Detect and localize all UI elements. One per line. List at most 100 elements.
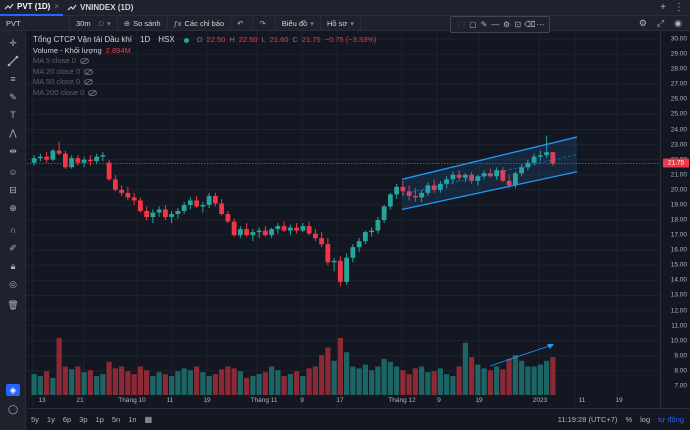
tab-pvt[interactable]: PVT (1D) × — [0, 0, 64, 16]
range-1p[interactable]: 1p — [95, 415, 104, 424]
range-5n[interactable]: 5n — [111, 415, 121, 424]
price-axis[interactable]: 30.00 29.00 28.00 27.00 26.00 25.00 24.00 23.00… — [660, 31, 690, 408]
ma-label: MA 20 close 0 — [33, 66, 81, 76]
template-icon[interactable]: ▢ — [469, 20, 477, 29]
redo-icon: ↷ — [259, 18, 266, 28]
trash-icon[interactable]: ⌫ — [524, 20, 536, 29]
volume-bar — [487, 370, 493, 395]
indicators-button[interactable]: ƒx Các chỉ báo — [168, 15, 232, 31]
volume-bar — [406, 374, 412, 395]
channel-lower-line — [401, 171, 578, 211]
volume-bar — [387, 361, 393, 395]
compare-button[interactable]: ⊕ So sánh — [118, 15, 168, 31]
pencil-lock-icon[interactable]: ✐ — [9, 242, 17, 253]
favorites-icon[interactable]: ◈ — [6, 384, 20, 396]
range-1n[interactable]: 1n — [128, 415, 137, 424]
chart-area[interactable] — [27, 31, 660, 408]
legend-title: Tổng CTCP Vận tải Dầu khí — [33, 35, 133, 44]
volume-bar — [131, 374, 137, 395]
close-icon[interactable]: × — [54, 2, 60, 11]
lock-icon[interactable]: ⊡ — [514, 20, 522, 29]
pattern-icon[interactable]: ⋀ — [9, 127, 17, 138]
zoom-icon[interactable]: ⊕ — [9, 202, 17, 213]
ma-row[interactable]: MA 200 close 0 — [33, 88, 376, 99]
ma-row[interactable]: MA 20 close 0 — [33, 67, 376, 78]
eye-slash-icon[interactable] — [80, 58, 89, 65]
magnet-icon[interactable]: ∩ — [9, 225, 17, 235]
more-icon[interactable]: ⋯ — [536, 20, 545, 29]
candle — [275, 226, 281, 230]
price-chart[interactable] — [27, 31, 660, 408]
log-toggle[interactable]: log — [640, 415, 651, 424]
legend-h-label: H — [229, 35, 235, 44]
eye-slash-icon[interactable] — [88, 89, 98, 96]
gear-icon[interactable]: ⚙ — [638, 17, 647, 28]
measure-icon[interactable]: ⇹ — [9, 145, 17, 156]
lock-icon[interactable]: 🔒︎ — [10, 260, 16, 271]
volume-bar — [512, 355, 518, 395]
candle — [175, 210, 181, 215]
range-6p[interactable]: 6p — [62, 415, 72, 424]
ma-row[interactable]: MA 50 close 0 — [33, 77, 376, 88]
eye-icon[interactable]: ◎ — [9, 278, 17, 289]
range-5y[interactable]: 5y — [31, 415, 39, 424]
interval-selector[interactable]: 30m D ▾ — [70, 15, 118, 31]
fullscreen-icon[interactable]: ⤢ — [656, 17, 665, 28]
trendline-icon[interactable] — [6, 55, 20, 67]
volume-bar — [187, 370, 193, 395]
symbol-search[interactable]: PVT — [0, 15, 70, 31]
volume-bar — [262, 372, 268, 395]
brush-icon[interactable]: ✎ — [9, 91, 17, 102]
add-tab-icon[interactable]: + — [660, 2, 666, 13]
auto-toggle[interactable]: tự động — [658, 415, 684, 424]
ruler-icon[interactable]: ⊟ — [9, 184, 17, 195]
time-tick: 19 — [203, 397, 211, 404]
clock-label[interactable]: 11:19:28 (UTC+7) — [557, 415, 618, 424]
profile-button[interactable]: Hồ sơ ▾ — [321, 15, 362, 31]
candle — [31, 158, 37, 163]
range-3p[interactable]: 3p — [79, 415, 88, 424]
ma-row[interactable]: MA 5 close 0 — [33, 56, 376, 67]
drawing-floating-toolbar[interactable]: ⋮⋮ ▢ ✎ — ⚙ ⊡ ⌫ ⋯ — [450, 16, 550, 33]
tab-vnindex[interactable]: VNINDEX (1D) — [63, 0, 137, 16]
volume-bar — [431, 371, 437, 395]
volume-bar — [250, 376, 256, 395]
camera-icon[interactable]: ◉ — [674, 17, 682, 28]
legend-close: 21.75 — [301, 35, 321, 44]
candle — [250, 232, 256, 236]
calendar-icon[interactable]: ▦ — [144, 415, 153, 424]
drag-handle-icon[interactable]: ⋮⋮ — [454, 21, 468, 29]
price-tick: 25.00 — [670, 110, 687, 118]
volume-bar — [481, 368, 487, 395]
volume-label: Volume - Khối lượng — [33, 45, 102, 55]
candle — [337, 260, 343, 282]
candle — [312, 233, 318, 239]
volume-bar — [225, 366, 231, 395]
compare-label: So sánh — [133, 18, 161, 28]
candle — [356, 241, 362, 248]
menu-icon[interactable]: ⋮ — [674, 2, 684, 13]
candle — [100, 155, 106, 157]
line-width-icon[interactable]: — — [491, 20, 500, 29]
eye-slash-icon[interactable] — [84, 68, 94, 75]
undo-button[interactable]: ↶ — [231, 15, 254, 31]
interval-d-label[interactable]: D — [98, 18, 105, 28]
range-1y[interactable]: 1y — [46, 415, 55, 424]
gear-icon[interactable]: ⚙ — [503, 20, 511, 29]
eye-slash-icon[interactable] — [84, 79, 94, 86]
trash-icon[interactable]: 🗑︎ — [7, 299, 19, 310]
percent-toggle[interactable]: % — [625, 415, 633, 424]
chart-type-button[interactable]: Biểu đồ ▾ — [276, 15, 321, 31]
volume-bar — [381, 358, 387, 395]
candle — [287, 227, 293, 231]
text-icon[interactable]: T — [10, 110, 16, 120]
settings-circle-icon[interactable]: ◯ — [7, 403, 19, 414]
fib-icon[interactable]: ≡ — [10, 74, 16, 84]
brush-color-icon[interactable]: ✎ — [480, 20, 488, 29]
redo-button[interactable]: ↷ — [253, 15, 276, 31]
candle — [119, 189, 125, 193]
crosshair-icon[interactable]: ✛ — [9, 37, 17, 48]
emoji-icon[interactable]: ☺ — [8, 167, 18, 177]
price-tick: 14.00 — [670, 276, 687, 284]
time-axis[interactable]: 13 21 Tháng 10 11 19 Tháng 11 9 17 Tháng 12 9 19 20… — [27, 395, 660, 407]
